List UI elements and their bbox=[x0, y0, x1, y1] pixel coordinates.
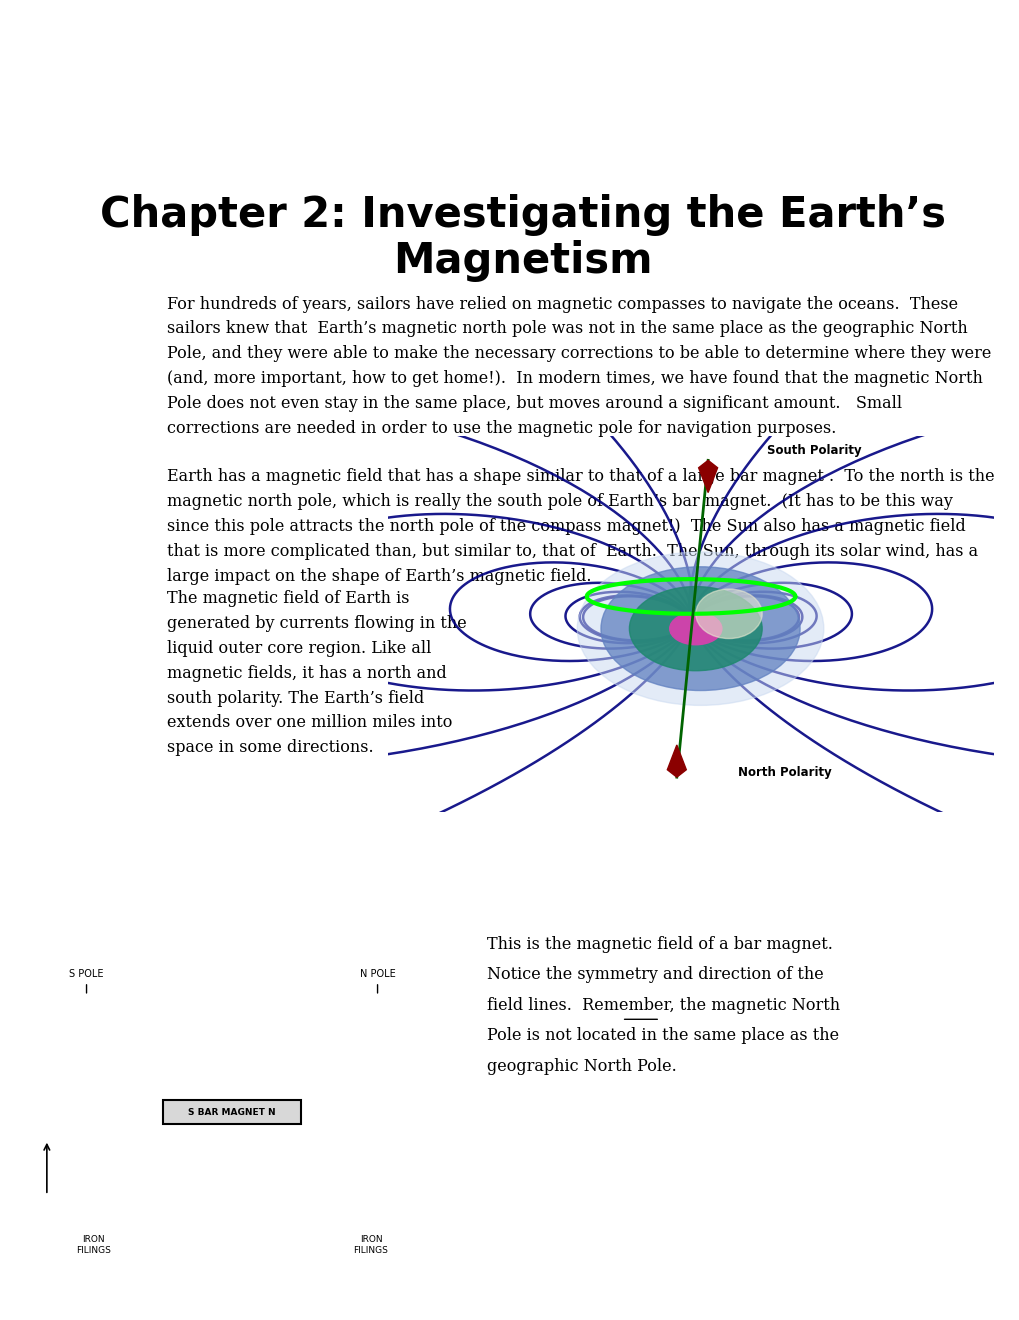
Text: The magnetic field of Earth is
generated by currents flowing in the
liquid outer: The magnetic field of Earth is generated… bbox=[167, 590, 467, 756]
Ellipse shape bbox=[600, 566, 799, 690]
Polygon shape bbox=[698, 461, 717, 492]
Text: North Polarity: North Polarity bbox=[738, 766, 832, 779]
Text: South Polarity: South Polarity bbox=[766, 444, 861, 457]
Ellipse shape bbox=[695, 589, 761, 639]
Text: S BAR MAGNET N: S BAR MAGNET N bbox=[189, 1107, 275, 1117]
Text: Notice the symmetry and direction of the: Notice the symmetry and direction of the bbox=[487, 966, 823, 983]
Text: field lines.  Remember, the magnetic North: field lines. Remember, the magnetic Nort… bbox=[487, 997, 840, 1014]
Text: Earth has a magnetic field that has a shape similar to that of a large bar magne: Earth has a magnetic field that has a sh… bbox=[167, 469, 994, 585]
Text: Magnetism: Magnetism bbox=[392, 240, 652, 281]
Text: IRON
FILINGS: IRON FILINGS bbox=[75, 1236, 110, 1255]
Text: IRON
FILINGS: IRON FILINGS bbox=[354, 1236, 388, 1255]
Text: geographic North Pole.: geographic North Pole. bbox=[487, 1057, 677, 1074]
Text: N POLE: N POLE bbox=[360, 969, 395, 978]
Text: For hundreds of years, sailors have relied on magnetic compasses to navigate the: For hundreds of years, sailors have reli… bbox=[167, 296, 990, 437]
Ellipse shape bbox=[577, 552, 823, 705]
Ellipse shape bbox=[669, 612, 721, 644]
Text: Chapter 2: Investigating the Earth’s: Chapter 2: Investigating the Earth’s bbox=[100, 194, 945, 236]
FancyBboxPatch shape bbox=[162, 1101, 302, 1123]
Text: S POLE: S POLE bbox=[69, 969, 104, 978]
Text: This is the magnetic field of a bar magnet.: This is the magnetic field of a bar magn… bbox=[487, 936, 833, 953]
Text: Pole is not located in the same place as the: Pole is not located in the same place as… bbox=[487, 1027, 839, 1044]
Polygon shape bbox=[666, 744, 686, 777]
Ellipse shape bbox=[629, 586, 761, 671]
